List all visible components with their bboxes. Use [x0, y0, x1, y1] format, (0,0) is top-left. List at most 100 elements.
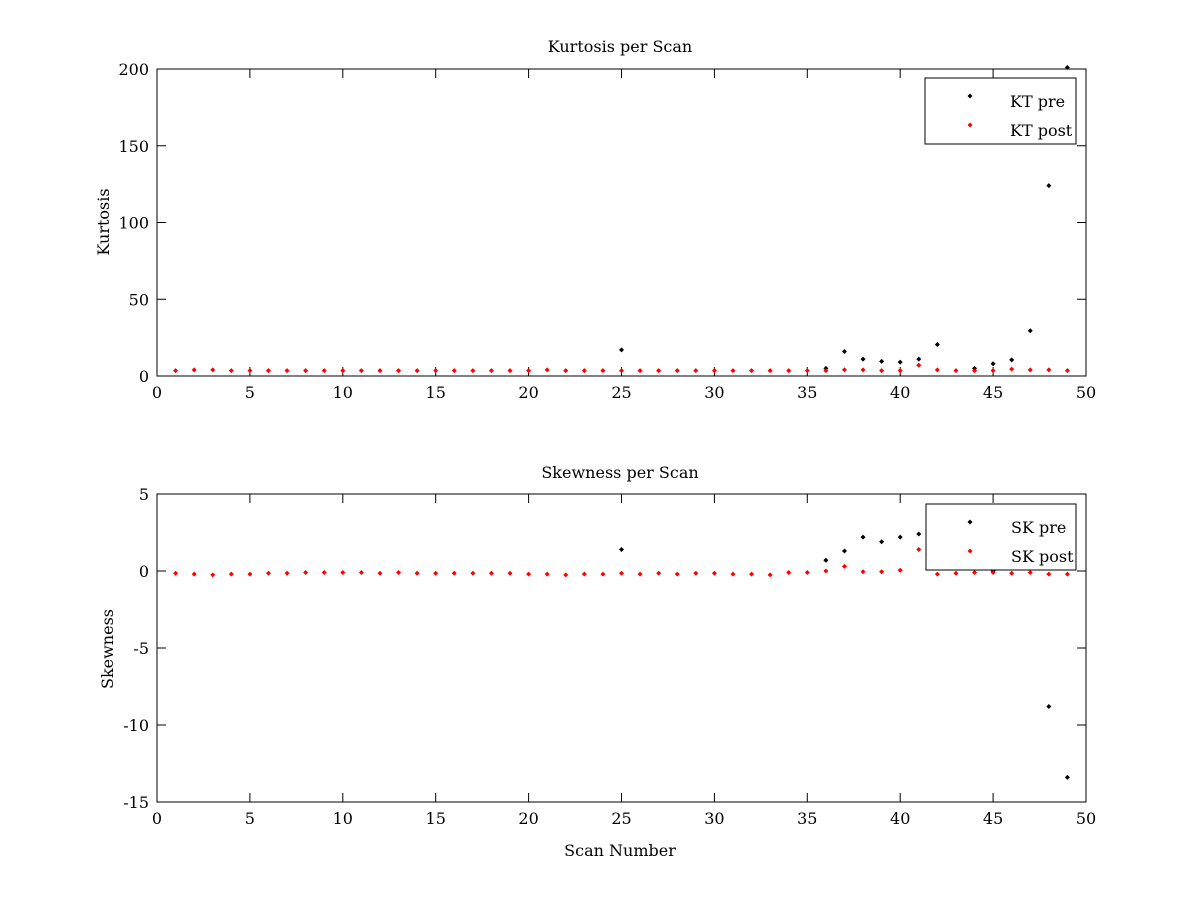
skewness-y-tick-label: 5: [139, 485, 149, 504]
kt-post-point: [451, 368, 457, 374]
kurtosis-legend-box: [924, 77, 1077, 145]
kt-post-point: [897, 368, 903, 374]
kt-post-point: [507, 368, 513, 374]
skewness-x-tick-label: 30: [704, 809, 724, 828]
skewness-subplot: Skewness per Scan 0 5 10 15 20 25 30 35 40 45 50-1…: [98, 463, 1096, 860]
sk-post-point: [526, 571, 532, 577]
sk-post-point: [544, 571, 550, 577]
sk-post-point: [637, 571, 643, 577]
kurtosis-x-tick-label: 20: [518, 383, 538, 402]
sk-post-point: [730, 571, 736, 577]
kt-post-point: [1027, 367, 1033, 373]
kurtosis-y-tick-label: 100: [118, 214, 149, 233]
kurtosis-x-tick-label: 40: [890, 383, 910, 402]
kt-post-point: [767, 368, 773, 374]
sk-pre-point: [916, 531, 922, 537]
sk-post-point: [767, 572, 773, 578]
kt-pre-point: [1064, 64, 1070, 70]
kt-post-point: [191, 367, 197, 373]
sk-pre-point: [619, 546, 624, 552]
sk-post-point: [823, 568, 829, 574]
skewness-y-tick-label: -15: [123, 793, 149, 812]
sk-post-point: [451, 570, 457, 576]
kt-post-point: [173, 368, 179, 374]
sk-post-point: [173, 570, 179, 576]
skewness-x-tick-label: 45: [983, 809, 1003, 828]
kurtosis-x-tick-label: 5: [245, 383, 255, 402]
skewness-y-tick-label: -5: [133, 639, 149, 658]
kt-post-point: [637, 368, 643, 374]
sk-post-point: [1046, 571, 1052, 577]
sk-post-point: [470, 570, 476, 576]
kt-pre-point: [1027, 328, 1033, 334]
kurtosis-x-tick-label: 15: [426, 383, 446, 402]
sk-post-point: [303, 570, 309, 576]
kt-post-point: [1046, 367, 1052, 373]
sk-post-point: [247, 571, 253, 577]
sk-post-point: [674, 571, 680, 577]
sk-pre-legend-marker: [967, 519, 973, 525]
kt-post-point: [544, 367, 550, 373]
kt-post-point: [396, 368, 402, 374]
kurtosis-x-tick-label: 10: [333, 383, 353, 402]
sk-post-legend-label: SK post: [1011, 547, 1074, 566]
kt-post-point: [860, 367, 866, 373]
kt-post-point: [563, 368, 569, 374]
kt-post-point: [526, 368, 532, 374]
sk-pre-point: [1064, 774, 1070, 780]
kurtosis-x-tick-label: 25: [611, 383, 631, 402]
sk-post-point: [1064, 571, 1070, 577]
skewness-chart-title: Skewness per Scan: [541, 463, 698, 482]
kt-pre-point: [841, 348, 847, 354]
kt-post-point: [619, 368, 624, 374]
skewness-legend: SK pre SK post: [925, 503, 1077, 571]
sk-post-point: [1027, 570, 1033, 576]
sk-post-point: [656, 570, 662, 576]
skewness-x-tick-label: 15: [426, 809, 446, 828]
kt-pre-point: [916, 356, 922, 362]
sk-pre-point: [823, 557, 829, 563]
kt-post-point: [1064, 368, 1070, 374]
kt-post-point: [247, 368, 253, 374]
sk-post-point: [879, 569, 885, 575]
sk-post-point: [581, 571, 587, 577]
sk-post-point: [358, 570, 364, 576]
skewness-x-axis-label: Scan Number: [564, 841, 676, 860]
sk-post-point: [228, 571, 234, 577]
kt-pre-point: [879, 358, 885, 364]
kt-post-point: [934, 367, 940, 373]
kt-post-point: [228, 368, 234, 374]
skewness-legend-box: [925, 503, 1077, 571]
skewness-x-tick-label: 0: [152, 809, 162, 828]
kt-pre-point: [934, 342, 940, 348]
sk-post-point: [600, 571, 606, 577]
kt-post-point: [916, 362, 922, 368]
kt-post-point: [303, 368, 309, 374]
kurtosis-x-tick-label: 35: [797, 383, 817, 402]
sk-post-point: [414, 570, 420, 576]
kt-post-point: [786, 368, 792, 374]
kt-post-point: [265, 368, 271, 374]
sk-post-point: [284, 570, 290, 576]
kurtosis-y-axis-label: Kurtosis: [94, 188, 113, 255]
kt-post-point: [730, 368, 736, 374]
kurtosis-subplot: Kurtosis per Scan 0 5 10 15 20 25 30 35 40 45 50 0 5…: [94, 37, 1096, 402]
sk-post-point: [953, 570, 959, 576]
kurtosis-y-tick-label: 200: [118, 60, 149, 79]
skewness-x-tick-label: 20: [518, 809, 538, 828]
skewness-x-tick-label: 40: [890, 809, 910, 828]
sk-post-point: [563, 572, 569, 578]
kt-post-point: [990, 368, 996, 374]
kt-post-point: [953, 368, 959, 374]
kt-post-point: [210, 367, 216, 373]
kurtosis-legend: KT pre KT post: [924, 77, 1077, 145]
kt-post-point: [972, 368, 978, 374]
kt-post-point: [674, 368, 680, 374]
kurtosis-data-points: [173, 64, 1070, 374]
skewness-x-tick-label: 10: [333, 809, 353, 828]
sk-post-point: [990, 570, 996, 576]
sk-post-point: [488, 570, 494, 576]
sk-post-point: [897, 567, 903, 573]
kt-post-point: [581, 368, 587, 374]
